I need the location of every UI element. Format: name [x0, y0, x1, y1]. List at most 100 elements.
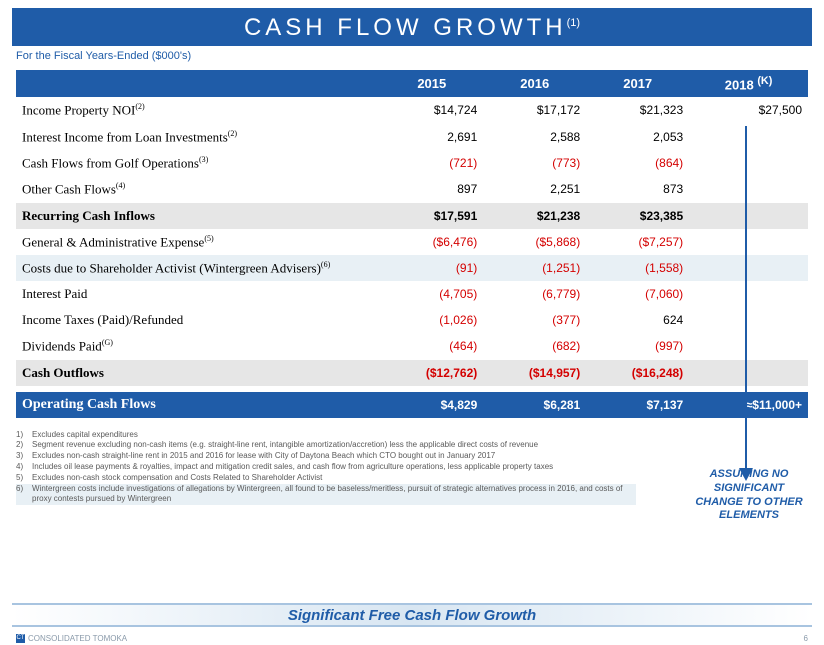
footnote-text: Excludes non-cash stock compensation and… — [32, 473, 322, 484]
table-row: Income Taxes (Paid)/Refunded(1,026)(377)… — [16, 307, 808, 333]
cell: ($12,762) — [380, 360, 483, 386]
bottom-strip-text: Significant Free Cash Flow Growth — [288, 607, 536, 624]
column-header: 2018 (K) — [689, 70, 808, 97]
logo-icon: CT — [16, 634, 25, 643]
total-label: Operating Cash Flows — [16, 392, 380, 418]
cell: 624 — [586, 307, 689, 333]
table-row: Recurring Cash Inflows$17,591$21,238$23,… — [16, 203, 808, 229]
footnote-num: 1) — [16, 430, 32, 441]
cell: 897 — [380, 176, 483, 202]
row-label: Interest Paid — [16, 281, 380, 307]
footnotes: 1)Excludes capital expenditures2)Segment… — [16, 430, 636, 506]
cell: (464) — [380, 333, 483, 359]
column-header: 2017 — [586, 70, 689, 97]
row-label: Cash Flows from Golf Operations(3) — [16, 150, 380, 176]
cell: $17,591 — [380, 203, 483, 229]
footnote-num: 2) — [16, 440, 32, 451]
cell — [689, 124, 808, 150]
cell: (1,251) — [483, 255, 586, 281]
table-row: Cash Outflows($12,762)($14,957)($16,248) — [16, 360, 808, 386]
cell: 2,251 — [483, 176, 586, 202]
table-row: Interest Paid(4,705)(6,779)(7,060) — [16, 281, 808, 307]
footer-page: 6 — [804, 634, 808, 643]
title-sup: (1) — [567, 17, 580, 29]
cell: $23,385 — [586, 203, 689, 229]
cell — [689, 360, 808, 386]
cell: (1,026) — [380, 307, 483, 333]
footnote-text: Excludes capital expenditures — [32, 430, 138, 441]
table-head: 2015201620172018 (K) — [16, 70, 808, 97]
row-label: General & Administrative Expense(5) — [16, 229, 380, 255]
footnote-text: Wintergreen costs include investigations… — [32, 484, 636, 506]
column-header: 2016 — [483, 70, 586, 97]
cell: (7,060) — [586, 281, 689, 307]
cell: (4,705) — [380, 281, 483, 307]
footnote-text: Includes oil lease payments & royalties,… — [32, 462, 553, 473]
footnote-text: Segment revenue excluding non-cash items… — [32, 440, 538, 451]
cell: $17,172 — [483, 97, 586, 123]
table-row: Costs due to Shareholder Activist (Winte… — [16, 255, 808, 281]
page-title: CASH FLOW GROWTH — [244, 14, 567, 41]
cell — [689, 281, 808, 307]
footnote-num: 6) — [16, 484, 32, 506]
cell — [689, 333, 808, 359]
column-header: 2015 — [380, 70, 483, 97]
total-cell: ≈$11,000+ — [689, 392, 808, 418]
footnote: 1)Excludes capital expenditures — [16, 430, 636, 441]
subtitle: For the Fiscal Years-Ended ($000's) — [16, 50, 808, 62]
cell: ($16,248) — [586, 360, 689, 386]
table-row: Interest Income from Loan Investments(2)… — [16, 124, 808, 150]
footnote: 6)Wintergreen costs include investigatio… — [16, 484, 636, 506]
table-row: Cash Flows from Golf Operations(3)(721)(… — [16, 150, 808, 176]
cell: (864) — [586, 150, 689, 176]
row-label: Income Taxes (Paid)/Refunded — [16, 307, 380, 333]
cell: 873 — [586, 176, 689, 202]
total-row: Operating Cash Flows$4,829$6,281$7,137≈$… — [16, 392, 808, 418]
footnote-num: 3) — [16, 451, 32, 462]
footnote: 5)Excludes non-cash stock compensation a… — [16, 473, 636, 484]
cell: ($5,868) — [483, 229, 586, 255]
row-label: Recurring Cash Inflows — [16, 203, 380, 229]
cashflow-table: 2015201620172018 (K) Income Property NOI… — [16, 70, 808, 418]
cell: (997) — [586, 333, 689, 359]
row-label: Dividends Paid(G) — [16, 333, 380, 359]
cell: 2,691 — [380, 124, 483, 150]
cell: ($14,957) — [483, 360, 586, 386]
footer: CTCONSOLIDATED TOMOKA 6 — [16, 634, 808, 643]
cell: $21,323 — [586, 97, 689, 123]
table-body: Income Property NOI(2)$14,724$17,172$21,… — [16, 97, 808, 417]
cell — [689, 203, 808, 229]
cell: 2,053 — [586, 124, 689, 150]
cell: $14,724 — [380, 97, 483, 123]
cell: ($7,257) — [586, 229, 689, 255]
cell: (1,558) — [586, 255, 689, 281]
cell — [689, 150, 808, 176]
footnote-num: 5) — [16, 473, 32, 484]
cell: (721) — [380, 150, 483, 176]
cell: (6,779) — [483, 281, 586, 307]
bottom-strip: Significant Free Cash Flow Growth — [12, 603, 812, 627]
cell: (377) — [483, 307, 586, 333]
column-header — [16, 70, 380, 97]
footnote-num: 4) — [16, 462, 32, 473]
cell: $21,238 — [483, 203, 586, 229]
cell: (682) — [483, 333, 586, 359]
cell: ($6,476) — [380, 229, 483, 255]
cell: 2,588 — [483, 124, 586, 150]
title-bar: CASH FLOW GROWTH(1) — [12, 8, 812, 46]
footer-company: CTCONSOLIDATED TOMOKA — [16, 634, 127, 643]
cell: (773) — [483, 150, 586, 176]
table-wrap: 2015201620172018 (K) Income Property NOI… — [16, 70, 808, 418]
footnote-text: Excludes non-cash straight-line rent in … — [32, 451, 495, 462]
footer-company-text: CONSOLIDATED TOMOKA — [28, 634, 127, 643]
total-cell: $4,829 — [380, 392, 483, 418]
table-row: Other Cash Flows(4)8972,251873 — [16, 176, 808, 202]
total-cell: $7,137 — [586, 392, 689, 418]
footnote: 4)Includes oil lease payments & royaltie… — [16, 462, 636, 473]
footnote: 3)Excludes non-cash straight-line rent i… — [16, 451, 636, 462]
row-label: Cash Outflows — [16, 360, 380, 386]
row-label: Other Cash Flows(4) — [16, 176, 380, 202]
cell — [689, 255, 808, 281]
table-row: Income Property NOI(2)$14,724$17,172$21,… — [16, 97, 808, 123]
cell — [689, 229, 808, 255]
